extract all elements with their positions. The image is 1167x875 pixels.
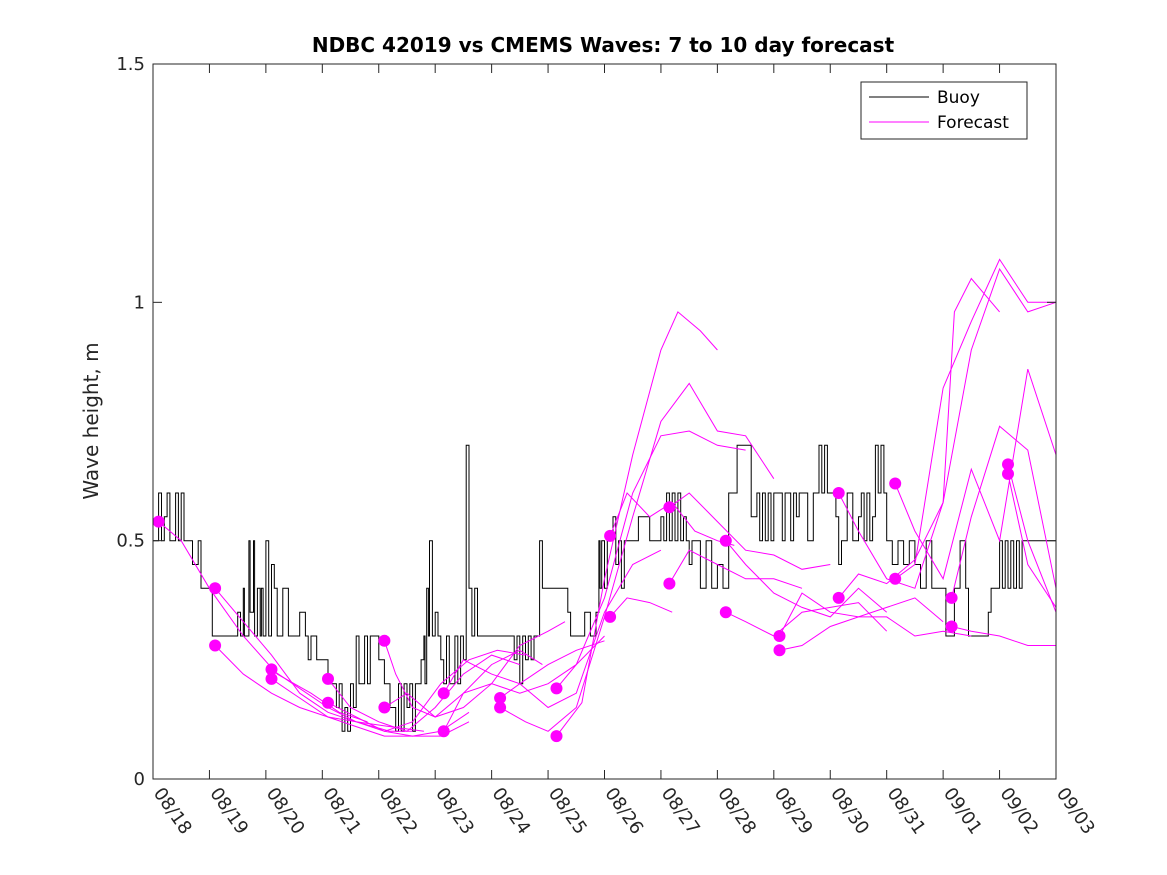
forecast-start-marker-17 — [663, 501, 676, 514]
forecast-series-line-10 — [443, 635, 605, 732]
y-tick-label: 1.5 — [116, 54, 145, 75]
forecast-start-marker-27 — [945, 591, 958, 604]
forecast-series-line-19 — [725, 540, 888, 618]
x-tick-label: 09/01 — [939, 784, 986, 839]
plot-area — [152, 258, 1057, 743]
forecast-series-line-30 — [1007, 473, 1057, 608]
forecast-start-marker-18 — [663, 577, 676, 590]
forecast-start-marker-1 — [209, 582, 222, 595]
forecast-start-marker-25 — [889, 477, 902, 490]
forecast-start-marker-30 — [1002, 467, 1014, 480]
forecast-series-line-18 — [668, 549, 803, 589]
forecast-series-line-12 — [499, 382, 775, 732]
forecast-start-marker-2 — [209, 639, 222, 652]
forecast-start-marker-23 — [832, 487, 845, 499]
forecast-start-marker-15 — [604, 529, 617, 542]
x-tick-label: 08/31 — [883, 784, 930, 839]
forecast-start-marker-24 — [832, 591, 845, 604]
x-tick-label: 08/30 — [826, 784, 873, 839]
forecast-series-line-4 — [271, 678, 470, 737]
forecast-start-marker-5 — [322, 672, 334, 685]
forecast-series-line-26 — [894, 258, 1056, 580]
forecast-start-marker-21 — [773, 630, 786, 642]
forecast-start-marker-11 — [494, 692, 507, 704]
forecast-series-line-20 — [725, 602, 888, 637]
forecast-series-line-17 — [669, 492, 831, 570]
forecast-start-marker-9 — [437, 687, 450, 700]
y-tick-label: 0 — [134, 769, 145, 790]
forecast-start-marker-7 — [378, 634, 391, 647]
x-tick-label: 08/29 — [770, 784, 817, 839]
forecast-start-marker-6 — [322, 696, 334, 709]
forecast-series-line-16 — [609, 597, 673, 618]
forecast-start-marker-19 — [719, 534, 732, 547]
forecast-series-line-14 — [556, 311, 718, 737]
forecast-start-marker-26 — [889, 572, 902, 585]
x-tick-label: 08/18 — [149, 784, 196, 839]
forecast-start-marker-16 — [604, 610, 617, 623]
x-tick-label: 08/28 — [713, 784, 760, 839]
forecast-start-marker-13 — [550, 682, 563, 695]
forecast-series-line-3 — [271, 668, 470, 737]
forecast-start-marker-20 — [719, 606, 732, 619]
legend: Buoy Forecast — [860, 81, 1028, 140]
forecast-series-line-1 — [214, 587, 413, 732]
legend-buoy-label: Buoy — [937, 88, 980, 108]
x-tick-label: 08/26 — [600, 784, 647, 839]
x-tick-label: 09/03 — [1052, 784, 1099, 839]
x-tick-label: 08/25 — [544, 784, 591, 839]
forecast-series-line-29 — [1007, 464, 1057, 613]
y-tick-label: 0.5 — [116, 531, 145, 552]
legend-forecast-label: Forecast — [937, 113, 1009, 133]
chart-title: NDBC 42019 vs CMEMS Waves: 7 to 10 day f… — [312, 33, 895, 57]
forecast-series-line-27 — [951, 425, 1057, 599]
axes: 00.511.508/18 08/19 08/20 08/21 08/22 08/23 08… — [116, 54, 1099, 838]
buoy-series-line — [153, 444, 1056, 732]
forecast-start-marker-29 — [1002, 458, 1014, 471]
forecast-series-line-2 — [214, 645, 424, 732]
x-tick-label: 08/27 — [657, 784, 704, 839]
forecast-start-marker-0 — [152, 515, 165, 528]
x-tick-label: 08/20 — [262, 784, 309, 839]
forecast-series-line-22 — [779, 616, 972, 651]
x-tick-label: 08/24 — [488, 784, 535, 839]
forecast-series-line-9 — [443, 640, 605, 694]
forecast-start-marker-28 — [945, 620, 958, 633]
forecast-series-line-5 — [327, 654, 520, 732]
axes-box — [152, 63, 1057, 780]
legend-box — [860, 81, 1028, 140]
forecast-start-marker-3 — [265, 663, 278, 676]
x-tick-label: 08/23 — [431, 784, 478, 839]
forecast-start-marker-22 — [773, 644, 786, 657]
y-axis-label: Wave height, m — [79, 342, 103, 499]
forecast-start-marker-12 — [494, 701, 507, 714]
forecast-series-line-0 — [158, 521, 368, 723]
forecast-series-line-24 — [838, 267, 1057, 599]
forecast-start-marker-4 — [265, 672, 278, 685]
forecast-series-line-11 — [499, 549, 662, 709]
forecast-start-marker-10 — [437, 725, 450, 738]
x-tick-label: 08/19 — [205, 784, 252, 839]
forecast-series-line-6 — [327, 649, 526, 732]
forecast-series-line-25 — [894, 368, 1057, 581]
x-tick-label: 09/02 — [995, 784, 1042, 839]
forecast-series-line-23 — [838, 277, 1000, 589]
forecast-start-marker-8 — [378, 701, 391, 714]
x-tick-label: 08/22 — [375, 784, 422, 839]
forecast-series-line-21 — [779, 592, 944, 637]
forecast-series-line-8 — [384, 621, 566, 718]
forecast-series-line-28 — [951, 626, 1056, 646]
forecast-series-line-13 — [556, 430, 746, 689]
y-tick-label: 1 — [134, 292, 145, 313]
forecast-start-marker-14 — [550, 730, 563, 743]
x-tick-label: 08/21 — [318, 784, 365, 839]
